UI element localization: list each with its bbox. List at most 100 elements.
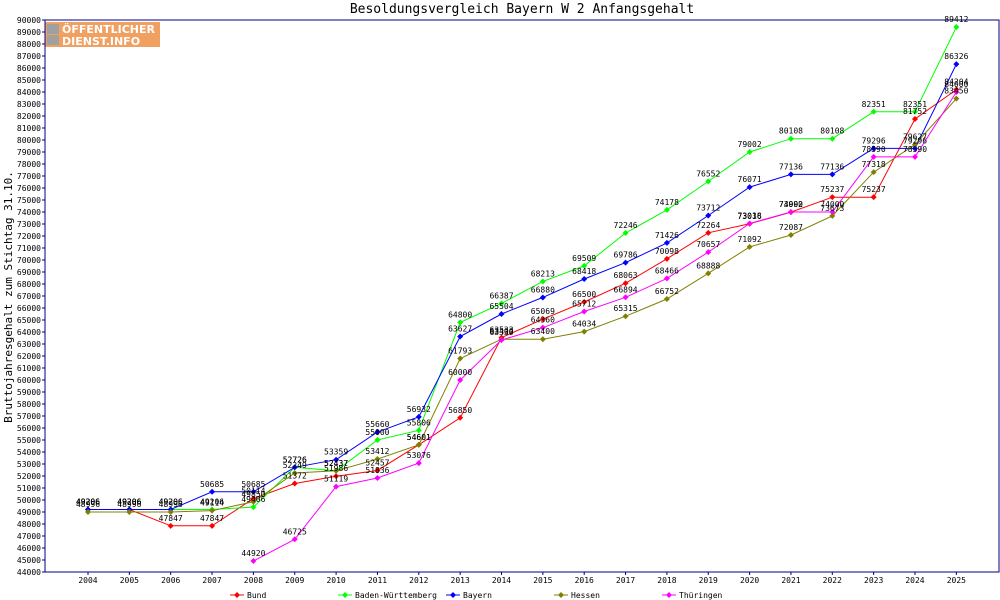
data-point-bund <box>581 299 588 305</box>
data-label-bund: 65069 <box>531 307 555 316</box>
data-label-baden-w-rttemberg: 80108 <box>820 127 844 136</box>
y-tick-label: 65000 <box>17 316 41 325</box>
x-tick-label: 2009 <box>285 576 304 585</box>
data-point-bund <box>250 495 257 502</box>
data-label-bayern: 65504 <box>489 302 513 311</box>
data-label-bund: 54601 <box>407 433 431 442</box>
data-label-hessen: 77318 <box>862 160 886 169</box>
data-point-bund <box>912 115 918 122</box>
data-label-bund: 47847 <box>200 514 224 523</box>
legend-label: Bund <box>247 591 266 600</box>
series-line-bund <box>88 89 957 527</box>
data-label-hessen: 48996 <box>159 500 183 509</box>
legend-swatch-marker <box>234 592 240 598</box>
y-tick-label: 83000 <box>17 100 41 109</box>
data-point-bayern <box>457 333 464 340</box>
chart-title: Besoldungsvergleich Bayern W 2 Anfangsge… <box>350 2 694 17</box>
y-tick-label: 69000 <box>17 268 41 277</box>
data-label-bund: 51986 <box>324 464 348 473</box>
data-label-baden-w-rttemberg: 74178 <box>655 198 679 207</box>
data-label-bund: 56850 <box>448 406 472 415</box>
series-line-hessen <box>88 98 957 513</box>
data-label-bayern: 53359 <box>324 448 348 457</box>
data-point-hessen <box>209 507 216 514</box>
data-point-th-ringen <box>912 153 918 160</box>
data-point-hessen <box>250 498 257 505</box>
x-tick-label: 2006 <box>161 576 180 585</box>
data-point-bayern <box>333 456 340 463</box>
data-point-bund <box>870 194 877 201</box>
data-label-bayern: 76071 <box>738 175 762 184</box>
y-tick-label: 90000 <box>17 16 41 25</box>
data-point-bund <box>167 522 174 529</box>
data-point-baden-w-rttemberg <box>746 148 753 155</box>
data-point-hessen <box>126 509 133 516</box>
data-point-bund <box>374 467 381 474</box>
data-point-bayern <box>663 239 670 246</box>
y-tick-label: 71000 <box>17 244 41 253</box>
data-label-bayern: 55660 <box>365 420 389 429</box>
y-tick-label: 67000 <box>17 292 41 301</box>
data-point-bayern <box>498 310 505 317</box>
data-label-baden-w-rttemberg: 49206 <box>200 498 224 507</box>
y-axis-label: Bruttojahresgehalt zum Stichtag 31.10. <box>2 171 15 423</box>
data-label-bund: 49206 <box>117 498 141 507</box>
data-point-th-ringen <box>622 294 629 301</box>
data-point-bayern <box>539 294 546 301</box>
data-label-bund: 73992 <box>779 200 803 209</box>
x-tick-label: 2004 <box>78 576 97 585</box>
x-tick-label: 2019 <box>699 576 718 585</box>
data-label-bund: 66500 <box>572 290 596 299</box>
logo: ÖFFENTLICHER DIENST.INFO <box>45 22 160 48</box>
y-tick-label: 84000 <box>17 88 41 97</box>
y-tick-label: 58000 <box>17 400 41 409</box>
data-label-bund: 75237 <box>820 185 844 194</box>
legend-swatch-marker <box>342 592 348 598</box>
legend-item-baden-w-rttemberg: Baden-Württemberg <box>338 591 437 600</box>
data-label-bund: 75237 <box>862 185 886 194</box>
data-label-th-ringen: 65712 <box>572 299 596 308</box>
x-tick-label: 2023 <box>864 576 883 585</box>
data-label-th-ringen: 51836 <box>365 466 389 475</box>
data-label-th-ringen: 53076 <box>407 451 431 460</box>
y-tick-label: 74000 <box>17 208 41 217</box>
x-tick-label: 2021 <box>781 576 800 585</box>
data-label-baden-w-rttemberg: 55806 <box>407 418 431 427</box>
series-line-bayern <box>88 63 957 510</box>
y-tick-label: 64000 <box>17 328 41 337</box>
data-point-baden-w-rttemberg <box>787 135 794 142</box>
data-label-hessen: 72087 <box>779 223 803 232</box>
data-label-th-ringen: 63330 <box>489 328 513 337</box>
logo-text-line1: ÖFFENTLICHER <box>62 22 155 36</box>
data-label-bayern: 49206 <box>76 498 100 507</box>
series-line-baden-w-rttemberg <box>88 26 957 510</box>
data-label-hessen: 65315 <box>614 304 638 313</box>
y-tick-label: 50000 <box>17 496 41 505</box>
data-point-th-ringen <box>539 324 546 331</box>
data-point-hessen <box>167 509 174 516</box>
y-tick-label: 76000 <box>17 184 41 193</box>
y-tick-label: 72000 <box>17 232 41 241</box>
data-label-hessen: 54601 <box>407 433 431 442</box>
data-point-bayern <box>746 184 753 191</box>
legend-item-th-ringen: Thüringen <box>662 591 723 600</box>
data-label-hessen: 52437 <box>324 459 348 468</box>
data-point-th-ringen <box>333 483 340 490</box>
y-tick-label: 55000 <box>17 436 41 445</box>
data-point-baden-w-rttemberg <box>498 300 505 307</box>
data-label-th-ringen: 73038 <box>738 212 762 221</box>
y-tick-label: 53000 <box>17 460 41 469</box>
data-point-hessen <box>581 328 588 335</box>
data-point-th-ringen <box>870 153 877 160</box>
data-label-baden-w-rttemberg: 80108 <box>779 127 803 136</box>
y-tick-label: 51000 <box>17 484 41 493</box>
y-axis: 44000 45000 46000 47000 48000 49000 50000 51000… <box>17 16 45 577</box>
y-tick-label: 70000 <box>17 256 41 265</box>
legend-swatch-marker <box>666 592 672 598</box>
data-label-bund: 51372 <box>283 472 307 481</box>
data-label-bayern: 50685 <box>200 480 224 489</box>
y-tick-label: 63000 <box>17 340 41 349</box>
y-tick-label: 45000 <box>17 556 41 565</box>
data-point-hessen <box>291 470 298 477</box>
